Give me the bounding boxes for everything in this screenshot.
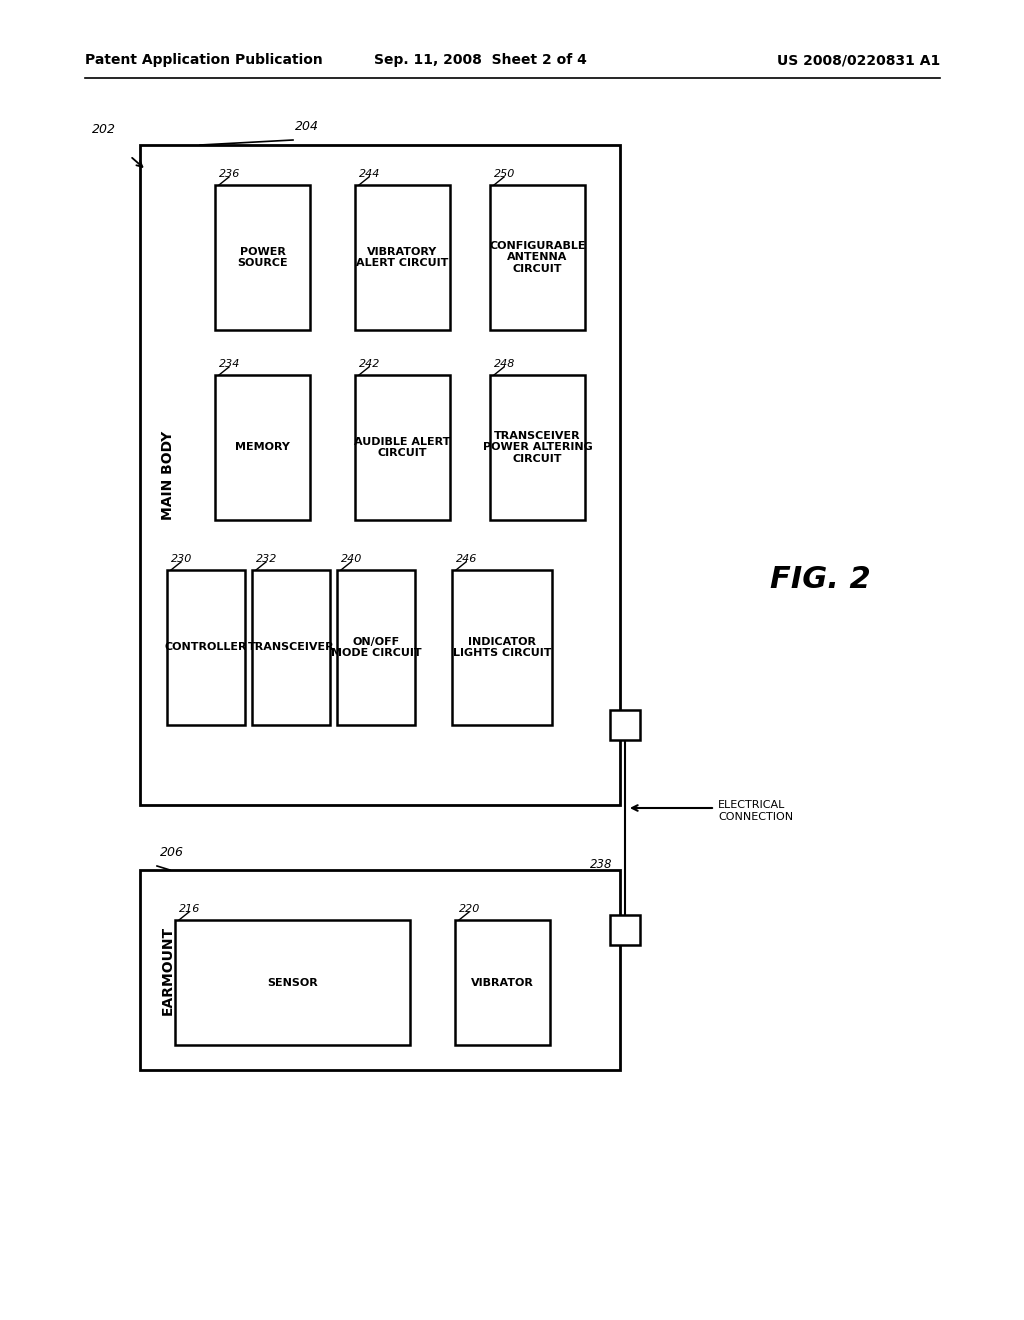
Text: 248: 248 (494, 359, 515, 370)
Text: 250: 250 (494, 169, 515, 180)
Bar (140, 870, 620, 1071)
Text: US 2008/0220831 A1: US 2008/0220831 A1 (777, 53, 940, 67)
Text: 242: 242 (359, 359, 380, 370)
Bar (355, 185, 450, 330)
Text: 202: 202 (92, 123, 116, 136)
Text: SENSOR: SENSOR (267, 978, 317, 987)
Text: 234: 234 (219, 359, 241, 370)
Text: 238: 238 (590, 858, 612, 870)
Text: MEMORY: MEMORY (236, 442, 290, 453)
Text: 244: 244 (359, 169, 380, 180)
Text: 230: 230 (171, 554, 193, 564)
Bar (140, 145, 620, 805)
Bar (215, 375, 310, 520)
Text: FIG. 2: FIG. 2 (770, 565, 870, 594)
Text: INDICATOR
LIGHTS CIRCUIT: INDICATOR LIGHTS CIRCUIT (453, 636, 551, 659)
Text: VIBRATORY
ALERT CIRCUIT: VIBRATORY ALERT CIRCUIT (356, 247, 449, 268)
Text: ELECTRICAL
CONNECTION: ELECTRICAL CONNECTION (718, 800, 794, 821)
Text: Sep. 11, 2008  Sheet 2 of 4: Sep. 11, 2008 Sheet 2 of 4 (374, 53, 587, 67)
Text: MAIN BODY: MAIN BODY (161, 430, 175, 520)
Bar (215, 185, 310, 330)
Bar (252, 570, 330, 725)
Bar (452, 570, 552, 725)
Text: ON/OFF
MODE CIRCUIT: ON/OFF MODE CIRCUIT (331, 636, 421, 659)
Bar (167, 570, 245, 725)
Text: EARMOUNT: EARMOUNT (161, 925, 175, 1015)
Bar (355, 375, 450, 520)
Text: 216: 216 (179, 904, 201, 913)
Text: TRANSCEIVER: TRANSCEIVER (248, 643, 334, 652)
Bar (610, 915, 640, 945)
Bar (455, 920, 550, 1045)
Text: 240: 240 (341, 554, 362, 564)
Bar (175, 920, 410, 1045)
Text: POWER
SOURCE: POWER SOURCE (238, 247, 288, 268)
Text: 232: 232 (256, 554, 278, 564)
Bar (490, 375, 585, 520)
Bar (610, 710, 640, 741)
Text: 220: 220 (459, 904, 480, 913)
Text: AUDIBLE ALERT
CIRCUIT: AUDIBLE ALERT CIRCUIT (354, 437, 451, 458)
Text: Patent Application Publication: Patent Application Publication (85, 53, 323, 67)
Text: 204: 204 (295, 120, 319, 133)
Bar (490, 185, 585, 330)
Text: VIBRATOR: VIBRATOR (471, 978, 534, 987)
Text: CONFIGURABLE
ANTENNA
CIRCUIT: CONFIGURABLE ANTENNA CIRCUIT (489, 242, 586, 275)
Text: CONTROLLER: CONTROLLER (165, 643, 247, 652)
Text: 236: 236 (219, 169, 241, 180)
Text: TRANSCEIVER
POWER ALTERING
CIRCUIT: TRANSCEIVER POWER ALTERING CIRCUIT (482, 430, 592, 465)
Text: 246: 246 (456, 554, 477, 564)
Text: 206: 206 (160, 846, 184, 859)
Bar (337, 570, 415, 725)
